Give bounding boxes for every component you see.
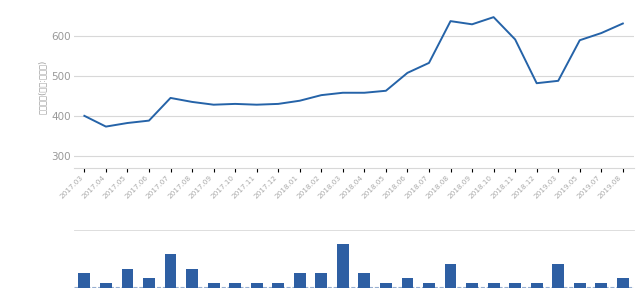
Bar [617,278,628,288]
Bar [251,283,262,288]
Bar [100,283,112,288]
Bar [466,283,478,288]
Bar [552,264,564,288]
Bar [380,283,392,288]
Bar [186,269,198,288]
Bar [337,244,349,288]
Bar [272,283,284,288]
Bar [595,283,607,288]
Bar [79,273,90,288]
Bar [531,283,543,288]
Bar [229,283,241,288]
Bar [401,278,413,288]
Bar [316,273,327,288]
Bar [207,283,220,288]
Bar [445,264,456,288]
Bar [164,254,177,288]
Bar [358,273,371,288]
Y-axis label: 거래금액(단위:백만원): 거래금액(단위:백만원) [38,59,47,113]
Bar [423,283,435,288]
Bar [294,273,306,288]
Bar [488,283,500,288]
Bar [509,283,521,288]
Bar [143,278,155,288]
Bar [122,269,133,288]
Bar [574,283,586,288]
